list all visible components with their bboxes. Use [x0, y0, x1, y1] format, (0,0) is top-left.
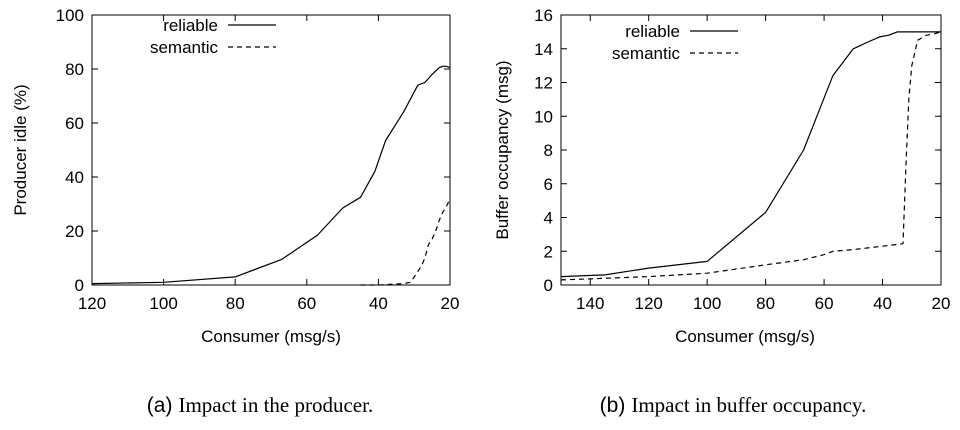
chart-b-ticks: 140 120 100 80 60 40 20 0 2 4 6 8 10 12 14 16 [534, 6, 950, 313]
chart-a-caption: (a) Impact in the producer. [147, 393, 373, 417]
chart-b-xtick-label: 40 [873, 294, 892, 313]
chart-a-ticks: 120 100 80 60 40 20 0 20 40 60 80 100 [56, 6, 460, 313]
chart-b-xtick-label: 20 [932, 294, 951, 313]
chart-a-ytick-label: 60 [65, 114, 84, 133]
chart-a-series-semantic [360, 198, 451, 286]
chart-a-ytick-label: 20 [65, 222, 84, 241]
chart-b-xlabel: Consumer (msg/s) [675, 327, 815, 346]
chart-a-ytick-label: 40 [65, 168, 84, 187]
chart-a: 120 100 80 60 40 20 0 20 40 60 80 100 reliable sema… [11, 6, 459, 417]
chart-b-ytick-label: 0 [544, 276, 553, 295]
chart-b-ytick-label: 16 [534, 6, 553, 25]
chart-b-lines [560, 31, 942, 281]
chart-a-caption-text: Impact in the producer. [178, 393, 373, 417]
chart-a-lines [91, 65, 451, 286]
chart-b-ylabel: Buffer occupancy (msg) [493, 60, 512, 239]
chart-b-caption-letter: (b) [600, 394, 626, 417]
chart-b: 140 120 100 80 60 40 20 0 2 4 6 8 10 12 14 16 reliable … [493, 6, 950, 417]
chart-a-legend: reliable semantic [150, 16, 276, 57]
chart-b-caption: (b) Impact in buffer occupancy. [600, 393, 867, 417]
chart-a-ytick-label: 100 [56, 6, 84, 25]
legend-a-reliable-label: reliable [163, 16, 218, 35]
chart-a-xtick-label: 40 [369, 294, 388, 313]
chart-a-xtick-label: 20 [441, 294, 460, 313]
chart-b-ytick-label: 8 [544, 141, 553, 160]
chart-a-ytick-label: 0 [75, 276, 84, 295]
chart-a-xtick-label: 80 [226, 294, 245, 313]
chart-a-ytick-label: 80 [65, 60, 84, 79]
chart-b-xtick-label: 140 [576, 294, 604, 313]
chart-a-ylabel: Producer idle (%) [11, 84, 30, 215]
chart-b-caption-text: Impact in buffer occupancy. [631, 393, 866, 417]
chart-b-xtick-label: 80 [756, 294, 775, 313]
legend-b-reliable-label: reliable [625, 22, 680, 41]
chart-b-xtick-label: 120 [635, 294, 663, 313]
legend-b-semantic-label: semantic [612, 44, 681, 63]
chart-a-caption-letter: (a) [147, 394, 173, 417]
chart-b-series-reliable [560, 31, 941, 278]
chart-a-xtick-label: 60 [297, 294, 316, 313]
chart-b-series-semantic [560, 31, 942, 281]
chart-b-ytick-label: 10 [534, 107, 553, 126]
chart-a-xlabel: Consumer (msg/s) [201, 327, 341, 346]
chart-b-xtick-label: 100 [693, 294, 721, 313]
chart-b-ytick-label: 2 [544, 242, 553, 261]
chart-b-ytick-label: 6 [544, 175, 553, 194]
chart-b-ytick-label: 4 [544, 209, 553, 228]
chart-b-ytick-label: 12 [534, 74, 553, 93]
chart-a-xtick-label: 100 [149, 294, 177, 313]
legend-a-semantic-label: semantic [150, 38, 219, 57]
chart-a-xtick-label: 120 [78, 294, 106, 313]
chart-a-series-reliable [91, 65, 451, 285]
chart-b-xtick-label: 60 [815, 294, 834, 313]
chart-b-ytick-label: 14 [534, 40, 553, 59]
chart-a-frame [91, 14, 451, 286]
chart-b-legend: reliable semantic [612, 22, 738, 63]
